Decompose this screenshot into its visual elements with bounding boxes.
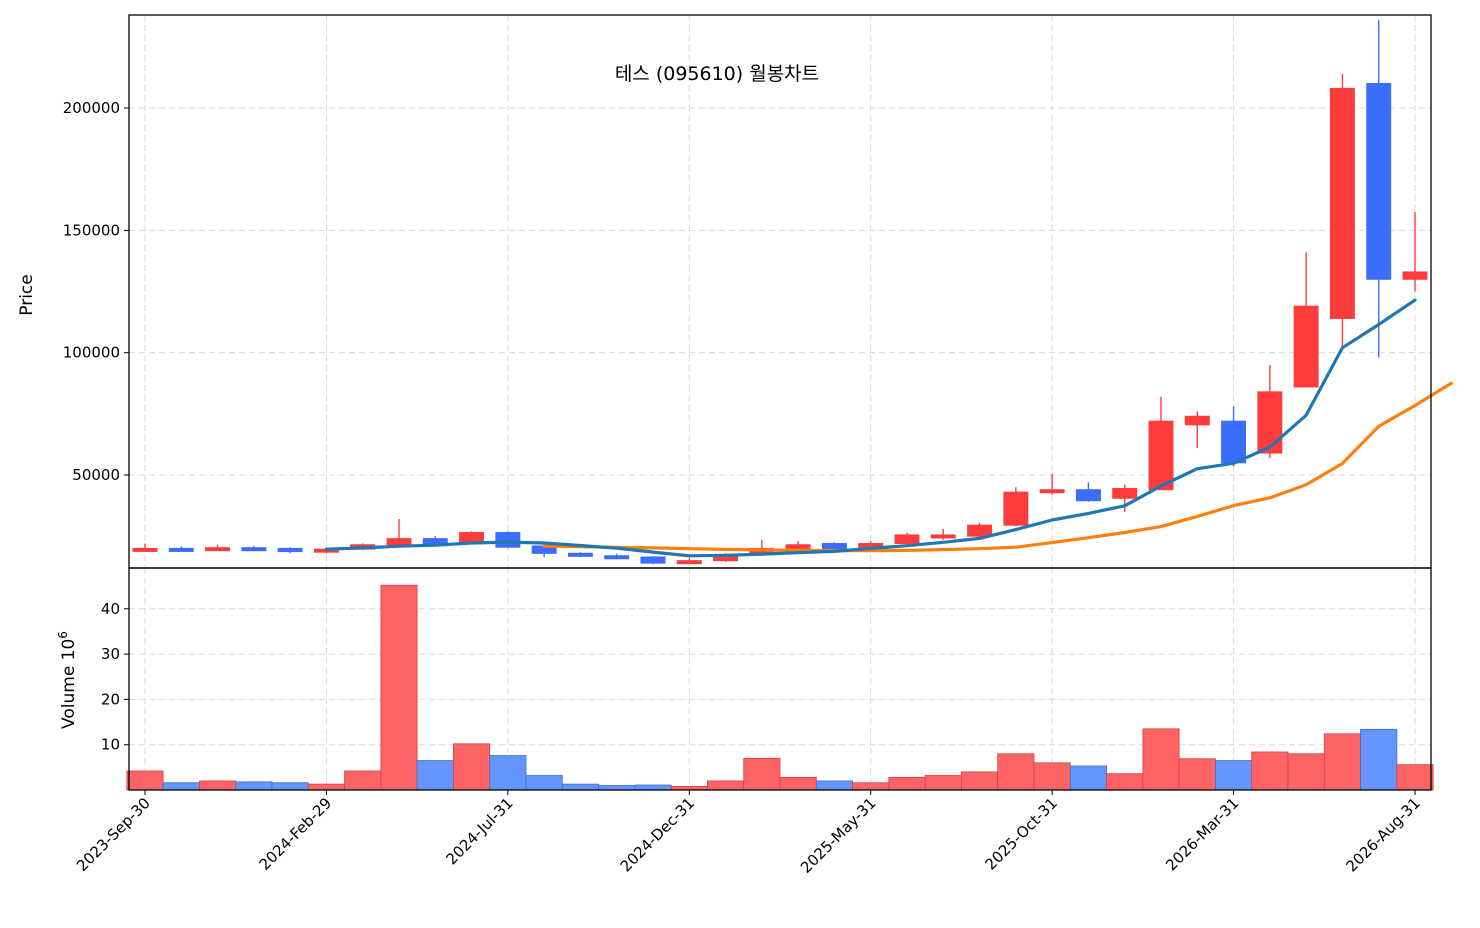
candle-body: [676, 560, 702, 565]
volume-bar: [634, 784, 672, 791]
volume-bar: [1396, 764, 1434, 791]
candle-body: [604, 555, 630, 560]
x-axis: 2023-Sep-30 2024-Feb-29 2024-Jul-31 2024-De…: [73, 790, 1424, 877]
moving-average-lines: [324, 298, 1453, 558]
volume-y-axis: 10 20 30 40: [101, 600, 129, 754]
price-candles: [132, 19, 1428, 565]
candle-body: [1293, 305, 1319, 388]
volume-bar: [1323, 733, 1361, 791]
candle-body: [785, 544, 811, 549]
price-panel-frame: [128, 14, 1432, 569]
volume-bar: [743, 757, 781, 791]
volume-bar: [271, 782, 309, 791]
price-y-tick-label: 100000: [63, 344, 120, 362]
x-tick-label: 2023-Sep-30: [73, 794, 154, 875]
volume-bar: [1360, 728, 1398, 791]
candle-body: [1148, 420, 1174, 491]
candle-body: [930, 534, 956, 539]
volume-bar: [126, 770, 164, 791]
price-y-axis: 50000 100000 150000 200000: [63, 99, 129, 484]
volume-bar: [199, 780, 237, 791]
volume-bar: [1178, 758, 1216, 791]
volume-axis-label-text: Volume: [59, 666, 79, 729]
candle-body: [1221, 420, 1247, 464]
x-tick-label: 2025-May-31: [797, 794, 880, 877]
volume-bar: [561, 783, 599, 791]
candle-body: [1003, 491, 1029, 526]
volume-bar: [344, 770, 382, 791]
volume-bar: [1251, 751, 1289, 791]
volume-bar: [815, 780, 853, 791]
x-tick-label: 2024-Dec-31: [617, 794, 698, 875]
candle-body: [459, 532, 485, 543]
candle-body: [894, 534, 920, 545]
price-y-tick-label: 150000: [63, 221, 120, 239]
candle-body: [205, 547, 231, 552]
chart-title: 테스 (095610) 월봉차트: [615, 63, 819, 85]
x-tick-label: 2026-Aug-31: [1342, 794, 1423, 875]
volume-bar: [1287, 753, 1325, 791]
volume-bar: [453, 743, 491, 791]
volume-y-tick-label: 40: [101, 600, 120, 618]
candle-body: [1257, 391, 1283, 454]
candle-body: [967, 524, 993, 537]
volume-bar: [997, 753, 1035, 791]
volume-bar: [235, 781, 273, 791]
volume-bar: [489, 755, 527, 791]
volume-bar: [416, 760, 454, 791]
candle-body: [567, 552, 593, 557]
volume-bar: [1142, 728, 1180, 791]
price-y-tick-label: 200000: [63, 99, 120, 117]
volume-bar: [598, 785, 636, 791]
volume-bar: [852, 782, 890, 791]
candle-body: [1329, 87, 1355, 319]
volume-panel-frame: [128, 567, 1432, 791]
x-tick-label: 2026-Mar-31: [1162, 794, 1242, 874]
volume-bar: [1033, 762, 1071, 791]
ma-long-line: [542, 381, 1453, 553]
candle-body: [1366, 83, 1392, 280]
candle-body: [386, 538, 412, 546]
volume-bar: [1215, 760, 1253, 791]
candle-body: [1402, 271, 1428, 280]
volume-y-tick-label: 30: [101, 645, 120, 663]
volume-bar: [779, 776, 817, 791]
volume-bar: [380, 584, 418, 791]
volume-bar: [162, 782, 200, 791]
ma-short-line: [324, 298, 1417, 558]
volume-axis-label: Volume 106: [56, 631, 79, 729]
volume-bar: [707, 780, 745, 791]
candle-body: [241, 547, 267, 552]
x-tick-label: 2024-Feb-29: [256, 794, 336, 874]
volume-y-tick-label: 10: [101, 736, 120, 754]
x-tick-label: 2024-Jul-31: [442, 794, 516, 868]
volume-bar: [924, 775, 962, 791]
candle-body: [168, 547, 194, 552]
candle-body: [277, 547, 303, 553]
price-y-tick-label: 50000: [72, 466, 120, 484]
volume-bar: [961, 771, 999, 791]
candle-body: [640, 556, 666, 564]
volume-axis-exponent: 6: [56, 631, 70, 639]
candle-body: [821, 543, 847, 551]
candle-body: [1039, 489, 1065, 494]
candle-body: [1075, 489, 1101, 502]
volume-y-tick-label: 20: [101, 690, 120, 708]
candle-body: [495, 532, 521, 548]
x-tick-label: 2025-Oct-31: [981, 794, 1061, 874]
candle-body: [1184, 415, 1210, 426]
volume-bar: [1106, 773, 1144, 791]
volume-bar: [307, 783, 345, 791]
candle-body: [1112, 487, 1138, 499]
price-axis-label: Price: [17, 274, 37, 315]
volume-bars: [126, 584, 1434, 791]
price-gridlines: [129, 15, 1431, 568]
volume-bar: [1069, 765, 1107, 791]
volume-gridlines: [129, 568, 1431, 790]
volume-bar: [888, 776, 926, 791]
volume-bar: [525, 775, 563, 791]
candle-body: [132, 547, 158, 552]
